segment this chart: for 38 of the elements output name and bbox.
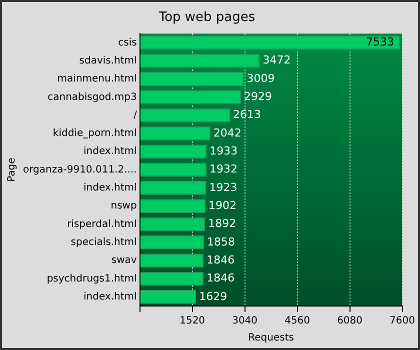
x-axis-title: Requests <box>248 332 294 344</box>
data-label: 1892 <box>208 217 236 230</box>
y-tick-label: psychdrugs1.html <box>46 273 137 284</box>
data-label: 3472 <box>262 54 291 67</box>
y-tick-label: index.html <box>83 292 137 303</box>
y-tick-label: mainmenu.html <box>57 74 137 85</box>
data-label: 2042 <box>213 126 242 140</box>
y-tick-label: index.html <box>83 182 137 194</box>
x-tick-label: 4560 <box>284 316 310 327</box>
y-tick-label: organza-9910.011.2.... <box>22 164 137 176</box>
y-tick-label: / <box>133 110 138 121</box>
x-tick-label: 1520 <box>180 316 206 327</box>
y-tick-label: index.html <box>83 146 137 158</box>
y-tick-label: csis <box>118 37 137 48</box>
y-tick-label: cannabisgod.mp3 <box>48 92 137 103</box>
x-tick-label: 3040 <box>232 316 258 327</box>
data-label: 1846 <box>206 272 235 285</box>
y-tick-label: kiddie_porn.html <box>52 128 137 140</box>
y-tick-label: swav <box>111 255 137 266</box>
data-label: 1846 <box>206 253 235 266</box>
data-label: 7533 <box>366 36 394 49</box>
chart-title: Top web pages <box>158 10 256 26</box>
data-label: 1933 <box>210 144 238 158</box>
data-label: 2929 <box>244 90 272 104</box>
data-label: 1629 <box>199 290 228 303</box>
data-label: 1858 <box>206 235 235 248</box>
y-tick-label: risperdal.html <box>67 218 137 230</box>
data-label: 1932 <box>210 162 238 176</box>
data-label: 2613 <box>233 108 262 122</box>
x-tick-label: 7600 <box>390 316 415 327</box>
y-tick-label: nswp <box>110 200 137 212</box>
data-label: 1902 <box>208 198 237 212</box>
data-label: 3009 <box>246 72 275 85</box>
y-tick-label: sdavis.html <box>79 55 137 66</box>
y-axis-title: Page <box>6 158 18 182</box>
data-label: 1923 <box>209 180 238 194</box>
x-tick-label: 6080 <box>337 316 363 327</box>
y-tick-label: specials.html <box>70 237 137 248</box>
